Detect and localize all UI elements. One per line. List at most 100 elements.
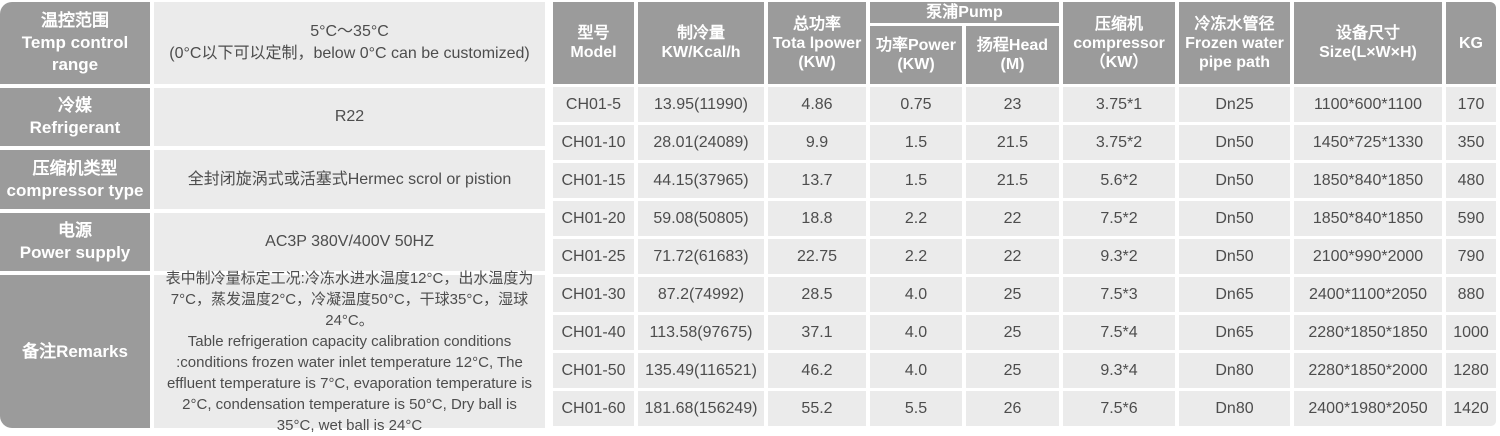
spec-cell-model: CH01-15: [553, 163, 634, 198]
col-header-total-power-zh: 总功率: [792, 15, 841, 33]
col-header-total-power: 总功率 Tota lpower (KW): [768, 2, 866, 84]
spec-cell-size: 2280*1850*1850: [1294, 315, 1442, 350]
spec-cell-pump-head: 25: [966, 277, 1059, 312]
spec-cell-capacity: 44.15(37965): [638, 163, 764, 198]
spec-cell-pump-head: 21.5: [966, 163, 1059, 198]
attr-value-compressor-type: 全封闭旋涡式或活塞式Hermec scrol or pistion: [154, 150, 545, 209]
spec-cell-pump-power: 2.2: [870, 239, 962, 274]
attr-value-power-supply: AC3P 380V/400V 50HZ: [154, 213, 545, 271]
col-header-compressor-unit: （KW）: [1089, 53, 1149, 71]
spec-cell-weight: 350: [1446, 125, 1496, 160]
attr-label-en: Power supply: [19, 243, 131, 262]
spec-cell-weight: 1280: [1446, 353, 1496, 388]
attr-label-en: Refrigerant: [29, 118, 121, 137]
attr-value-line: 全封闭旋涡式或活塞式Hermec scrol or pistion: [187, 170, 512, 188]
remarks-text-zh: 表中制冷量标定工况:冷冻水进水温度12°C，出水温度为7°C，蒸发温度2°C，冷…: [165, 269, 534, 329]
spec-cell-pump-head: 26: [966, 391, 1059, 426]
spec-cell-model: CH01-20: [553, 201, 634, 236]
attr-label-compressor-type: 压缩机类型 compressor type: [0, 150, 150, 209]
spec-cell-compressor: 7.5*6: [1063, 391, 1175, 426]
spec-cell-total-power: 13.7: [768, 163, 866, 198]
attr-label-remarks: 备注Remarks: [0, 275, 150, 428]
spec-cell-capacity: 87.2(74992): [638, 277, 764, 312]
attr-value-line: AC3P 380V/400V 50HZ: [265, 233, 434, 250]
spec-cell-compressor: 5.6*2: [1063, 163, 1175, 198]
spec-cell-model: CH01-50: [553, 353, 634, 388]
col-header-pipe-en2: pipe path: [1198, 53, 1271, 71]
spec-cell-total-power: 22.75: [768, 239, 866, 274]
spec-cell-pump-power: 4.0: [870, 315, 962, 350]
spec-cell-pipe: Dn80: [1179, 353, 1290, 388]
spec-cell-size: 1850*840*1850: [1294, 163, 1442, 198]
spec-cell-pipe: Dn80: [1179, 391, 1290, 426]
col-group-header-pump-label: 泵浦Pump: [926, 4, 1003, 21]
attr-label-en: Temp control range: [21, 33, 129, 74]
spec-cell-pump-head: 25: [966, 315, 1059, 350]
spec-cell-compressor: 7.5*4: [1063, 315, 1175, 350]
col-header-size-en: Size(L×W×H): [1319, 44, 1417, 61]
spec-cell-model: CH01-40: [553, 315, 634, 350]
spec-cell-pipe: Dn50: [1179, 239, 1290, 274]
col-header-pump-head-unit: (M): [1000, 56, 1025, 73]
spec-cell-pump-head: 23: [966, 87, 1059, 122]
spec-cell-pipe: Dn50: [1179, 163, 1290, 198]
col-header-capacity-en: KW/Kcal/h: [661, 44, 741, 61]
spec-cell-total-power: 28.5: [768, 277, 866, 312]
spec-cell-size: 2100*990*2000: [1294, 239, 1442, 274]
attr-label-zh: 冷媒: [58, 96, 92, 115]
spec-cell-weight: 170: [1446, 87, 1496, 122]
spec-cell-total-power: 9.9: [768, 125, 866, 160]
spec-cell-compressor: 7.5*3: [1063, 277, 1175, 312]
attr-label-power-supply: 电源 Power supply: [0, 213, 150, 271]
spec-cell-capacity: 135.49(116521): [638, 353, 764, 388]
spec-cell-total-power: 18.8: [768, 201, 866, 236]
attr-label-zh: 电源: [58, 221, 92, 240]
spec-cell-pump-head: 25: [966, 353, 1059, 388]
spec-cell-model: CH01-10: [553, 125, 634, 160]
attr-value-line: 5°C～35°C: [310, 23, 389, 40]
spec-cell-capacity: 113.58(97675): [638, 315, 764, 350]
spec-cell-capacity: 71.72(61683): [638, 239, 764, 274]
col-group-header-pump: 泵浦Pump: [870, 2, 1059, 23]
col-header-capacity-zh: 制冷量: [676, 25, 725, 42]
spec-cell-pump-head: 22: [966, 201, 1059, 236]
col-header-pipe-zh: 冷冻水管径: [1194, 15, 1275, 33]
spec-cell-weight: 790: [1446, 239, 1496, 274]
col-header-compressor: 压缩机 compressor （KW）: [1063, 2, 1175, 84]
col-header-pump-power-zh: 功率Power: [875, 37, 957, 54]
spec-cell-pipe: Dn50: [1179, 201, 1290, 236]
spec-cell-compressor: 7.5*2: [1063, 201, 1175, 236]
col-header-total-power-unit: (KW): [798, 53, 836, 71]
spec-cell-pump-power: 5.5: [870, 391, 962, 426]
spec-cell-capacity: 13.95(11990): [638, 87, 764, 122]
col-header-weight-label: KG: [1459, 34, 1483, 52]
col-header-compressor-en: compressor: [1073, 34, 1165, 52]
col-header-capacity: 制冷量 KW/Kcal/h: [638, 2, 764, 84]
spec-cell-pump-power: 4.0: [870, 277, 962, 312]
col-header-model-zh: 型号: [577, 25, 610, 42]
spec-cell-weight: 880: [1446, 277, 1496, 312]
spec-cell-total-power: 55.2: [768, 391, 866, 426]
attr-label-zh: 温控范围: [41, 11, 109, 30]
attr-value-refrigerant: R22: [154, 88, 545, 146]
spec-cell-pump-power: 0.75: [870, 87, 962, 122]
col-header-total-power-en: Tota lpower: [772, 34, 862, 52]
spec-cell-size: 1850*840*1850: [1294, 201, 1442, 236]
spec-cell-weight: 1000: [1446, 315, 1496, 350]
spec-cell-pump-head: 22: [966, 239, 1059, 274]
spec-cell-capacity: 59.08(50805): [638, 201, 764, 236]
attr-value-line: R22: [334, 108, 365, 125]
spec-cell-model: CH01-60: [553, 391, 634, 426]
spec-cell-model: CH01-25: [553, 239, 634, 274]
spec-cell-compressor: 3.75*1: [1063, 87, 1175, 122]
col-header-size-zh: 设备尺寸: [1335, 25, 1400, 42]
col-header-pipe: 冷冻水管径 Frozen water pipe path: [1179, 2, 1290, 84]
spec-cell-pipe: Dn65: [1179, 277, 1290, 312]
col-header-pump-head-zh: 扬程Head: [976, 37, 1049, 54]
spec-cell-weight: 590: [1446, 201, 1496, 236]
spec-cell-weight: 1420: [1446, 391, 1496, 426]
attr-label-en: compressor type: [6, 180, 144, 200]
spec-cell-pipe: Dn25: [1179, 87, 1290, 122]
attribute-table: 温控范围 Temp control range 5°C～35°C (0°C以下可…: [0, 2, 545, 436]
